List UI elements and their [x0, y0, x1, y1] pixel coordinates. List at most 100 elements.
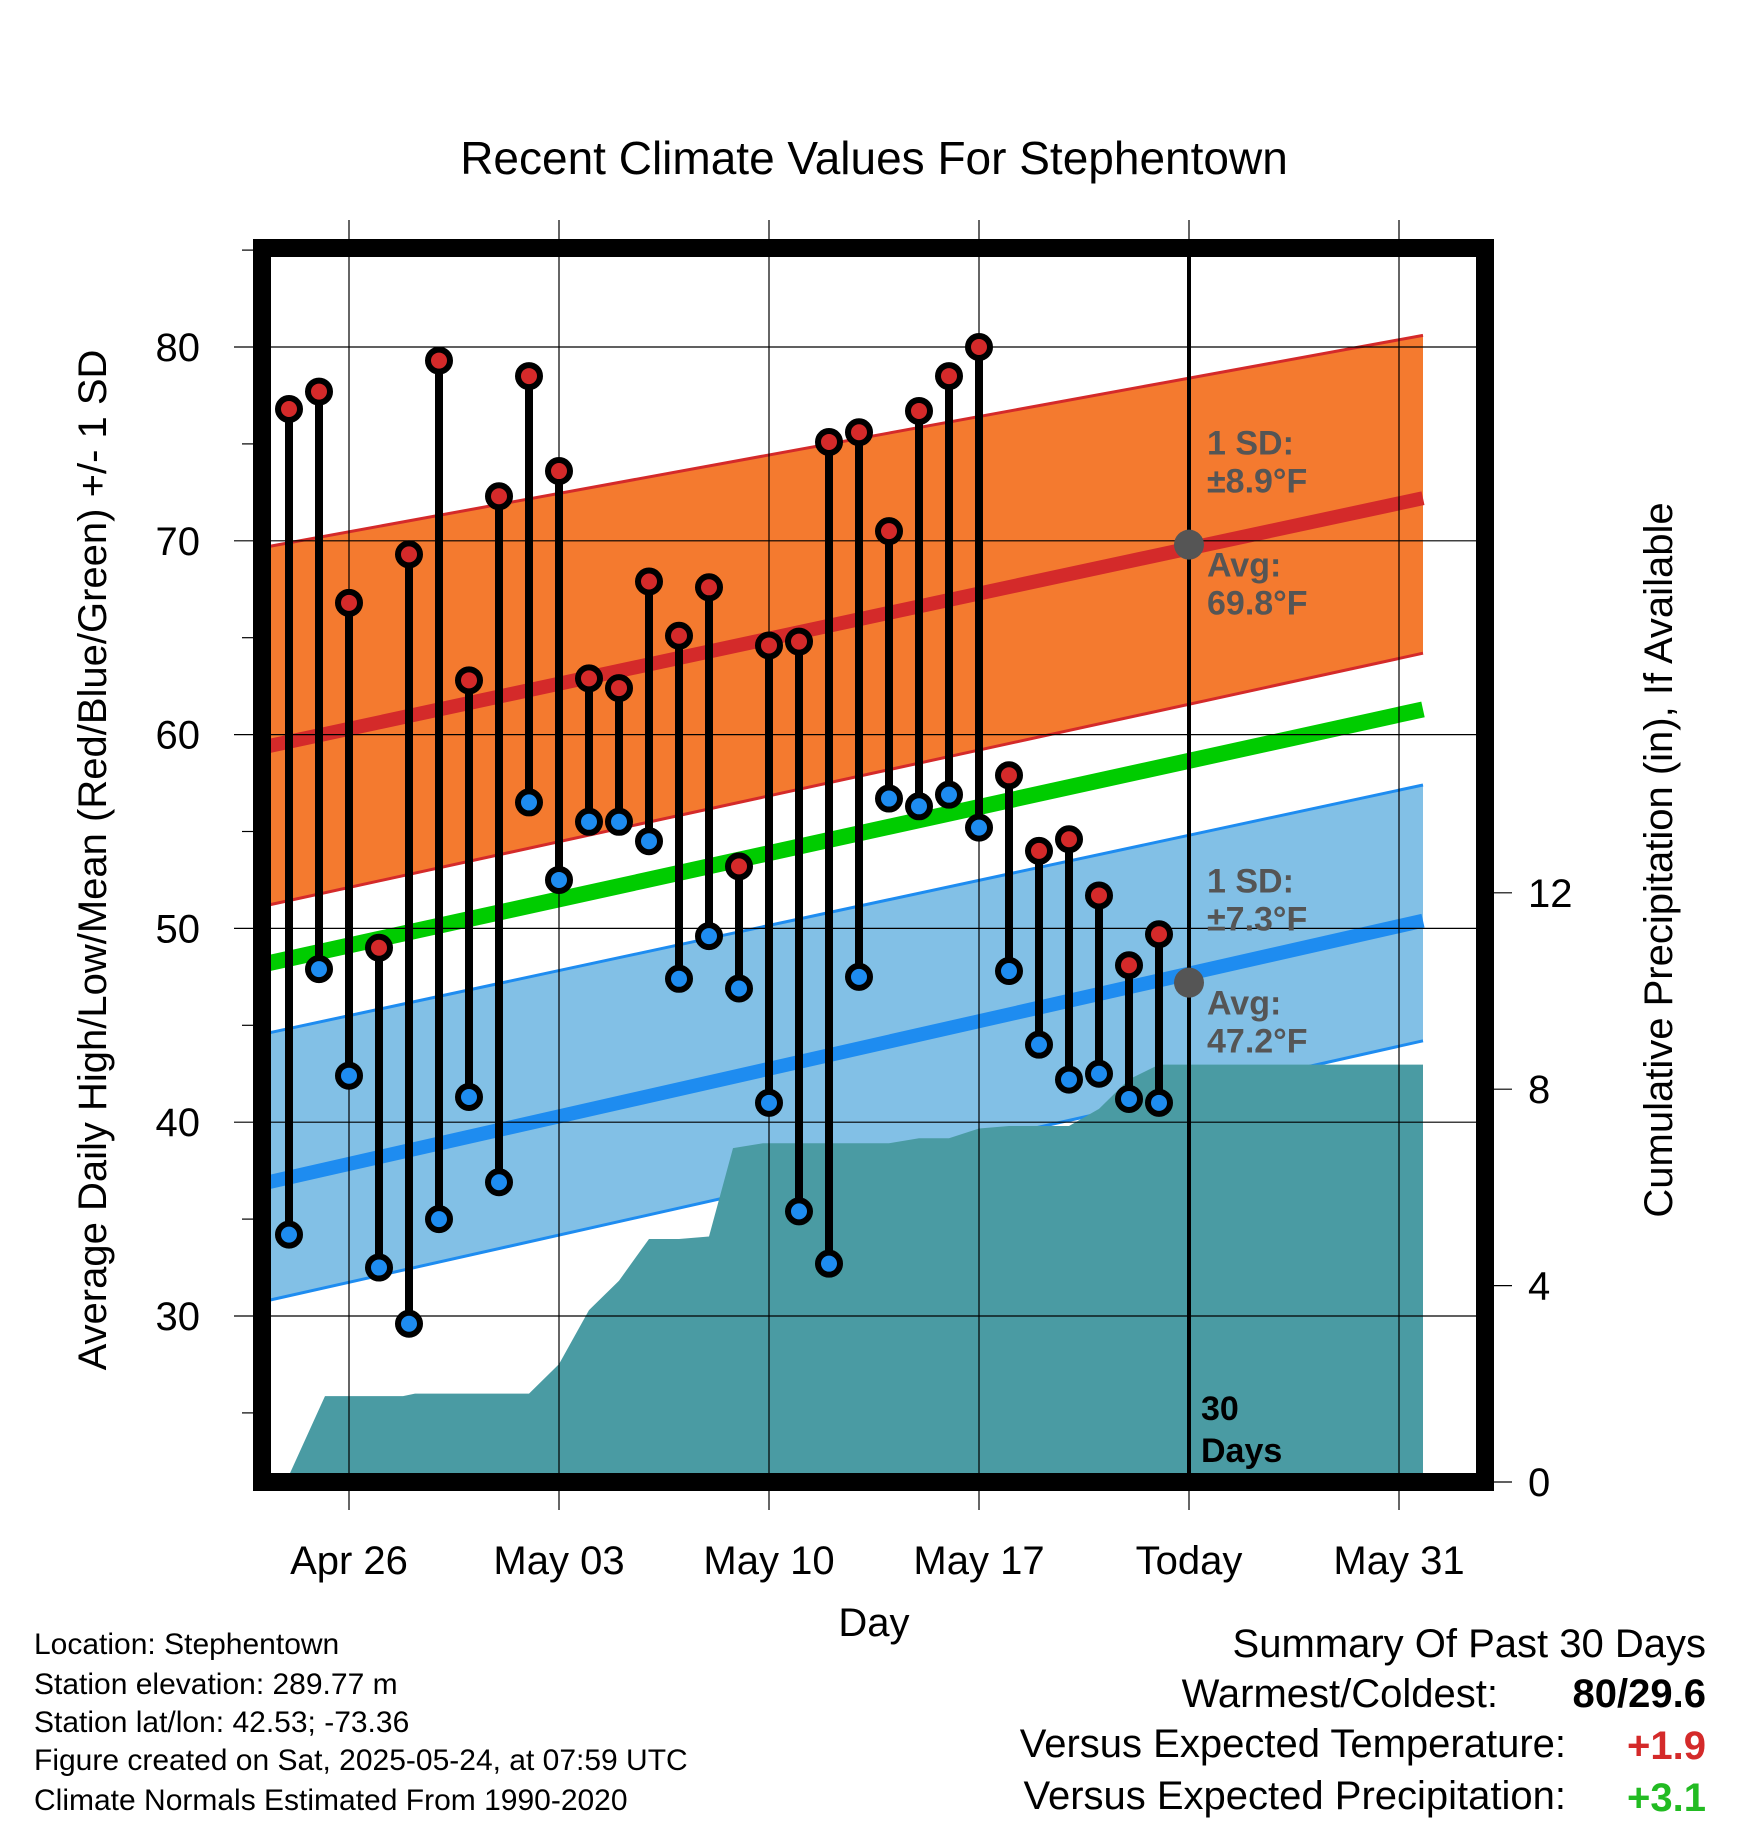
high-point: [305, 377, 333, 406]
y-tick-label-left: 60: [156, 714, 201, 758]
info-elevation: Station elevation: 289.77 m: [34, 1668, 398, 1701]
high-annotation-line4: 69.8°F: [1207, 585, 1308, 623]
summary-row3-value: +3.1: [1627, 1776, 1706, 1820]
high-point: [935, 362, 963, 391]
low-average-marker: [1174, 967, 1204, 998]
high-point: [365, 933, 393, 962]
low-point: [335, 1061, 363, 1090]
x-tick-label: May 17: [913, 1539, 1044, 1583]
days-label-text: Days: [1201, 1432, 1282, 1470]
low-annotation-line1: 1 SD:: [1207, 863, 1294, 901]
x-axis-label: Day: [838, 1601, 909, 1645]
low-point: [275, 1220, 303, 1249]
high-point: [395, 540, 423, 569]
high-sd-upper-edge: [267, 333, 1424, 549]
low-sd-upper-edge: [267, 783, 1424, 1035]
plot-frame: [253, 239, 1494, 1491]
y-tick-label-left: 40: [156, 1101, 201, 1145]
low-point: [1115, 1084, 1143, 1113]
high-point: [485, 482, 513, 511]
high-point: [815, 427, 843, 456]
high-point: [725, 852, 753, 881]
y-tick-label-left: 50: [156, 907, 201, 951]
y-axis-label-left: Average Daily High/Low/Mean (Red/Blue/Gr…: [71, 350, 115, 1371]
low-point: [455, 1083, 483, 1112]
high-point: [785, 627, 813, 656]
high-point: [755, 631, 783, 660]
summary-row1-label: Warmest/Coldest:: [1181, 1672, 1498, 1716]
x-tick-label: Today: [1136, 1539, 1243, 1583]
high-point: [1145, 920, 1173, 949]
high-point: [1025, 836, 1053, 865]
low-point: [575, 807, 603, 836]
high-point: [275, 395, 303, 424]
high-point: [575, 664, 603, 693]
summary-title: Summary Of Past 30 Days: [1232, 1622, 1706, 1666]
low-point: [785, 1197, 813, 1226]
high-point: [1085, 881, 1113, 910]
y-tick-label-right: 12: [1528, 872, 1573, 916]
high-point: [1055, 825, 1083, 854]
low-point: [365, 1253, 393, 1282]
low-point: [905, 792, 933, 821]
low-point: [815, 1249, 843, 1278]
low-point: [995, 957, 1023, 986]
low-point: [605, 807, 633, 836]
low-point: [755, 1088, 783, 1117]
low-point: [635, 827, 663, 856]
high-point: [905, 396, 933, 425]
high-average-marker: [1174, 529, 1204, 560]
info-created: Figure created on Sat, 2025-05-24, at 07…: [34, 1744, 688, 1777]
high-annotation-line1: 1 SD:: [1207, 425, 1294, 463]
high-annotation-line2: ±8.9°F: [1207, 463, 1307, 501]
high-point: [875, 517, 903, 546]
x-tick-label: May 31: [1333, 1539, 1464, 1583]
y-tick-label-right: 8: [1528, 1068, 1550, 1112]
low-annotation-line4: 47.2°F: [1207, 1023, 1308, 1061]
y-tick-label-right: 4: [1528, 1265, 1550, 1309]
low-point: [725, 974, 753, 1003]
low-sd-band: [268, 784, 1423, 1301]
low-annotation-line2: ±7.3°F: [1207, 901, 1307, 939]
low-point: [965, 813, 993, 842]
info-normals: Climate Normals Estimated From 1990-2020: [34, 1784, 628, 1817]
summary-row3-label: Versus Expected Precipitation:: [1023, 1774, 1566, 1818]
low-point: [305, 955, 333, 984]
low-annotation-line3: Avg:: [1207, 985, 1281, 1023]
low-average-line: [266, 913, 1425, 1190]
y-tick-label-right: 0: [1528, 1461, 1550, 1505]
y-tick-label-left: 30: [156, 1295, 201, 1339]
high-average-line: [266, 491, 1425, 754]
low-point: [1055, 1065, 1083, 1094]
high-point: [665, 621, 693, 650]
summary-row1-value: 80/29.6: [1572, 1672, 1706, 1716]
x-tick-label: Apr 26: [290, 1539, 408, 1583]
high-point: [1115, 951, 1143, 980]
chart-title: Recent Climate Values For Stephentown: [460, 132, 1288, 184]
low-point: [1085, 1059, 1113, 1088]
high-point: [695, 573, 723, 602]
mean-average-line: [266, 701, 1425, 972]
low-point: [695, 922, 723, 951]
low-point: [395, 1309, 423, 1338]
days-label-number: 30: [1201, 1390, 1239, 1428]
high-point: [635, 567, 663, 596]
x-tick-label: May 03: [493, 1539, 624, 1583]
high-point: [335, 588, 363, 617]
high-point: [965, 333, 993, 361]
high-point: [605, 674, 633, 703]
low-point: [665, 964, 693, 993]
info-latlon: Station lat/lon: 42.53; -73.36: [34, 1706, 410, 1739]
high-point: [545, 457, 573, 486]
high-point: [995, 761, 1023, 790]
low-point: [1145, 1088, 1173, 1117]
y-tick-label-left: 70: [156, 520, 201, 564]
low-point: [485, 1168, 513, 1197]
low-point: [845, 962, 873, 991]
high-point: [425, 346, 453, 375]
low-point: [425, 1205, 453, 1234]
info-location: Location: Stephentown: [34, 1628, 340, 1661]
